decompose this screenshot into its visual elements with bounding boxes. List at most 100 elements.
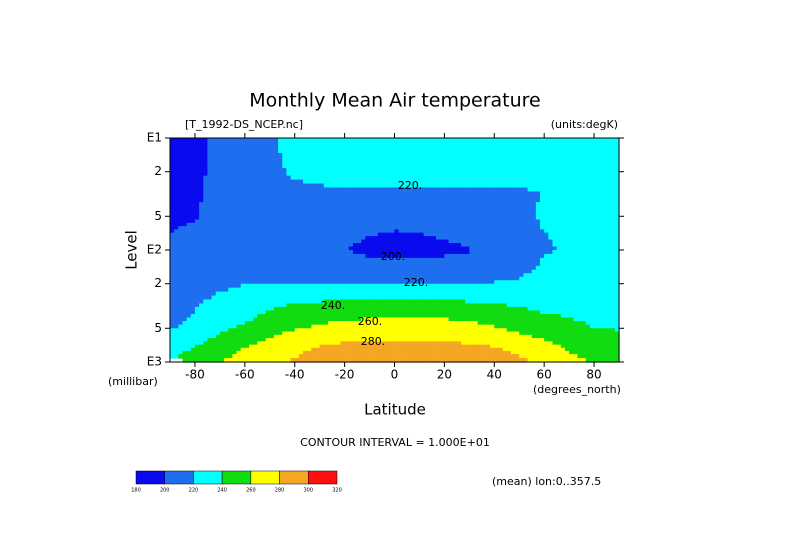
field-cell	[386, 273, 391, 278]
field-cell	[224, 164, 229, 169]
field-cell	[286, 313, 292, 319]
field-cell	[473, 191, 479, 196]
field-cell	[610, 257, 616, 263]
field-cell	[323, 152, 329, 158]
field-cell	[411, 209, 416, 214]
field-cell	[598, 276, 603, 281]
field-cell	[332, 229, 337, 234]
field-cell	[240, 276, 246, 281]
field-cell	[606, 216, 612, 221]
field-cell	[228, 152, 233, 158]
field-cell	[485, 269, 491, 274]
field-cell	[265, 219, 271, 224]
field-cell	[377, 202, 383, 207]
field-cell	[427, 280, 433, 285]
field-cell	[336, 257, 342, 263]
field-cell	[427, 145, 433, 150]
field-cell	[290, 212, 296, 217]
field-cell	[602, 216, 608, 221]
field-cell	[436, 149, 441, 154]
field-cell	[327, 145, 333, 150]
field-cell	[294, 175, 300, 181]
field-cell	[386, 175, 391, 181]
field-cell	[219, 280, 225, 285]
field-cell	[344, 229, 350, 234]
field-cell	[219, 202, 225, 207]
field-cell	[382, 243, 387, 248]
field-cell	[269, 295, 275, 301]
field-cell	[365, 291, 371, 297]
field-cell	[286, 222, 292, 227]
field-cell	[319, 171, 325, 177]
field-cell	[261, 149, 267, 154]
field-cell	[577, 194, 583, 200]
field-cell	[594, 191, 599, 196]
field-cell	[344, 232, 350, 237]
field-cell	[244, 167, 250, 173]
field-cell	[602, 261, 608, 267]
field-cell	[560, 202, 566, 207]
field-cell	[294, 179, 300, 185]
field-cell	[219, 250, 225, 255]
field-cell	[556, 273, 562, 278]
field-cell	[327, 295, 333, 301]
field-cell	[315, 273, 321, 278]
field-cell	[427, 222, 433, 227]
field-cell	[448, 164, 454, 169]
field-cell	[248, 175, 254, 181]
field-cell	[186, 167, 192, 173]
field-cell	[444, 216, 450, 221]
field-cell	[573, 167, 579, 173]
field-cell	[440, 229, 445, 234]
field-cell	[244, 187, 250, 193]
field-cell	[423, 280, 429, 285]
field-cell	[194, 306, 200, 312]
field-cell	[236, 183, 242, 189]
field-cell	[552, 243, 558, 248]
field-cell	[477, 295, 483, 301]
field-cell	[402, 198, 408, 203]
field-cell	[174, 198, 179, 203]
field-cell	[564, 250, 570, 255]
field-cell	[444, 171, 450, 177]
field-cell	[456, 246, 462, 251]
field-cell	[211, 175, 217, 181]
field-cell	[344, 194, 350, 200]
field-cell	[411, 152, 416, 158]
field-cell	[461, 283, 466, 289]
field-cell	[519, 283, 524, 289]
field-cell	[510, 219, 516, 224]
field-cell	[494, 198, 500, 203]
field-cell	[490, 291, 495, 297]
field-cell	[311, 216, 317, 221]
field-cell	[282, 152, 288, 158]
field-cell	[311, 156, 317, 162]
field-cell	[332, 152, 337, 158]
field-cell	[361, 198, 366, 203]
field-cell	[523, 191, 529, 196]
field-cell	[219, 191, 225, 196]
field-cell	[340, 276, 346, 281]
field-cell	[527, 198, 533, 203]
field-cell	[303, 209, 308, 214]
field-cell	[390, 295, 396, 301]
field-cell	[307, 280, 312, 285]
field-cell	[510, 246, 516, 251]
field-cell	[411, 191, 416, 196]
field-cell	[436, 283, 441, 289]
field-cell	[456, 269, 462, 274]
field-cell	[490, 239, 495, 244]
field-cell	[481, 273, 487, 278]
field-cell	[515, 183, 520, 189]
field-cell	[303, 175, 308, 181]
field-cell	[535, 175, 541, 181]
field-cell	[319, 175, 325, 181]
field-cell	[406, 236, 412, 241]
field-cell	[232, 179, 238, 185]
field-cell	[265, 303, 271, 308]
field-cell	[261, 138, 267, 143]
field-cell	[577, 280, 583, 285]
field-cell	[377, 194, 383, 200]
field-cell	[436, 152, 441, 158]
field-cell	[490, 261, 495, 267]
